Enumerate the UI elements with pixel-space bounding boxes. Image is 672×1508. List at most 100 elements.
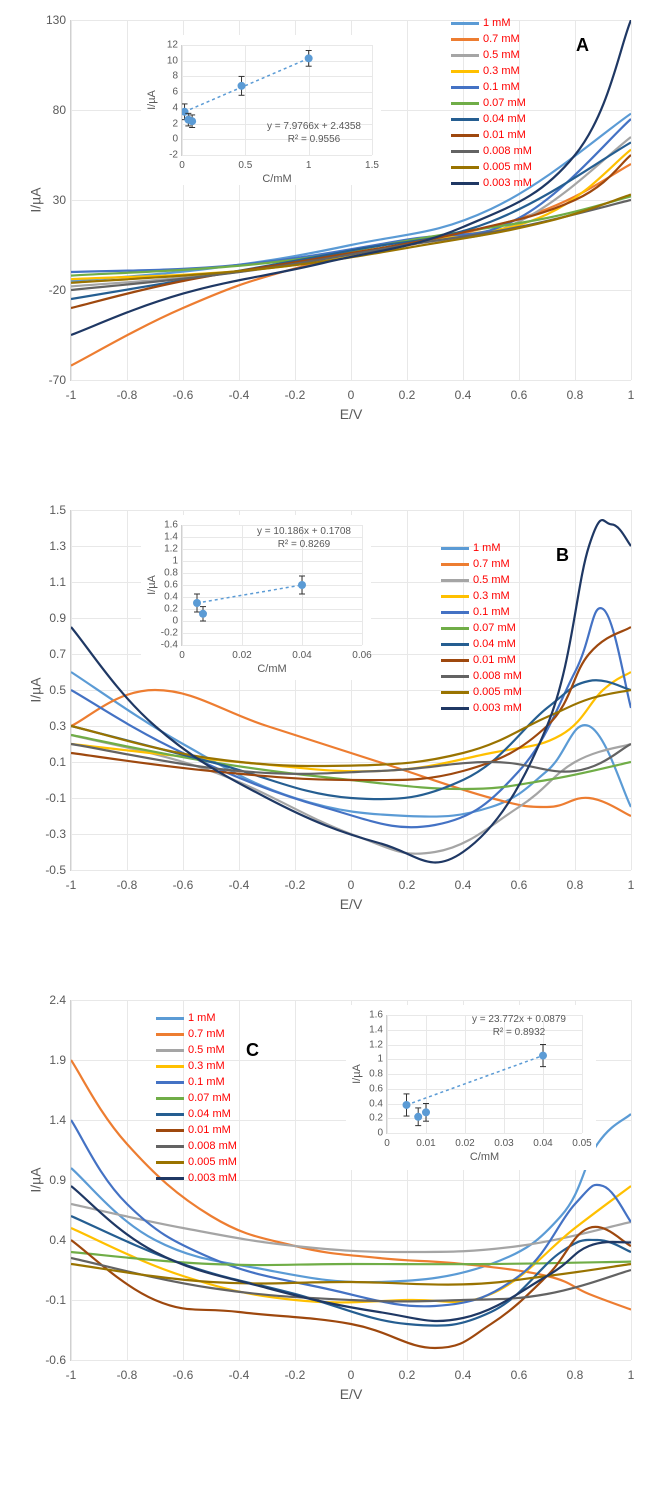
- inset-xlabel: C/mM: [257, 663, 286, 675]
- inset-xtick: 0.06: [352, 650, 371, 661]
- inset-xtick: 0.5: [238, 160, 252, 171]
- inset-ytick: 8: [154, 71, 178, 82]
- inset-ytick: 12: [154, 40, 178, 51]
- xtick: -0.8: [117, 1368, 138, 1382]
- legend-item: 0.01 mM: [451, 127, 532, 143]
- xtick: -0.8: [117, 388, 138, 402]
- inset-ytick: 1.2: [154, 544, 178, 555]
- plot-area: -0.6-0.10.40.91.41.92.4-1-0.8-0.6-0.4-0.…: [70, 1000, 631, 1361]
- xtick: -0.6: [173, 1368, 194, 1382]
- legend: 1 mM0.7 mM0.5 mM0.3 mM0.1 mM0.07 mM0.04 …: [441, 540, 522, 716]
- inset-ytick: 1.6: [154, 520, 178, 531]
- legend-swatch: [441, 563, 469, 566]
- ytick: -0.3: [26, 827, 66, 841]
- xtick: 0.6: [511, 388, 528, 402]
- inset-equation: y = 7.9766x + 2.4358R² = 0.9556: [267, 120, 361, 146]
- legend-swatch: [156, 1097, 184, 1100]
- curve-0.005mM: [71, 1264, 631, 1285]
- inset-xtick: 0.04: [292, 650, 311, 661]
- legend-label: 0.5 mM: [473, 574, 510, 586]
- xtick: 0: [348, 878, 355, 892]
- ytick: 0.9: [26, 611, 66, 625]
- ytick: 1.9: [26, 1053, 66, 1067]
- legend-swatch: [441, 691, 469, 694]
- legend-label: 0.04 mM: [473, 638, 516, 650]
- xtick: 0: [348, 1368, 355, 1382]
- legend-item: 0.005 mM: [156, 1154, 237, 1170]
- xtick: 0.4: [455, 388, 472, 402]
- y-axis-label: I/µA: [28, 187, 44, 212]
- legend-item: 0.5 mM: [441, 572, 522, 588]
- xtick: -0.6: [173, 878, 194, 892]
- ytick: 80: [26, 103, 66, 117]
- xtick: -0.4: [229, 1368, 250, 1382]
- legend-label: 1 mM: [473, 542, 501, 554]
- inset-xtick: 0.01: [416, 1138, 435, 1149]
- inset-ytick: 1.2: [359, 1039, 383, 1050]
- legend-swatch: [451, 86, 479, 89]
- legend-item: 0.008 mM: [451, 143, 532, 159]
- legend-item: 0.7 mM: [156, 1026, 237, 1042]
- legend-label: 0.7 mM: [483, 33, 520, 45]
- legend-label: 0.3 mM: [473, 590, 510, 602]
- legend-swatch: [156, 1081, 184, 1084]
- inset-xtick: 0.02: [455, 1138, 474, 1149]
- legend-label: 0.008 mM: [188, 1140, 237, 1152]
- legend-label: 0.7 mM: [473, 558, 510, 570]
- inset-chart: 00.20.40.60.811.21.41.600.010.020.030.04…: [346, 1005, 596, 1170]
- xtick: -0.8: [117, 878, 138, 892]
- inset-ytick: 1.6: [359, 1010, 383, 1021]
- xtick: -1: [66, 1368, 77, 1382]
- inset-ytick: 0: [154, 134, 178, 145]
- curve-0.04mM: [71, 1216, 631, 1326]
- legend-label: 0.5 mM: [188, 1044, 225, 1056]
- ytick: 0.7: [26, 647, 66, 661]
- legend-label: 0.003 mM: [188, 1172, 237, 1184]
- y-axis-label: I/µA: [28, 1167, 44, 1192]
- x-axis-label: E/V: [340, 896, 363, 912]
- legend-swatch: [156, 1065, 184, 1068]
- legend-swatch: [451, 70, 479, 73]
- legend-item: 0.7 mM: [441, 556, 522, 572]
- inset-xtick: 0.05: [572, 1138, 591, 1149]
- legend-label: 0.005 mM: [483, 161, 532, 173]
- inset-xtick: 1.5: [365, 160, 379, 171]
- legend-item: 0.01 mM: [156, 1122, 237, 1138]
- inset-ylabel: I/µA: [146, 90, 158, 110]
- legend-item: 0.1 mM: [156, 1074, 237, 1090]
- xtick: -0.2: [285, 388, 306, 402]
- ytick: -20: [26, 283, 66, 297]
- inset-xtick: 0.02: [232, 650, 251, 661]
- curve-1mM: [71, 672, 631, 817]
- inset-ytick: 1.4: [359, 1024, 383, 1035]
- xtick: -0.6: [173, 388, 194, 402]
- legend-label: 0.008 mM: [473, 670, 522, 682]
- panel-label: C: [246, 1040, 259, 1061]
- legend-label: 0.005 mM: [473, 686, 522, 698]
- legend-item: 0.07 mM: [156, 1090, 237, 1106]
- legend-label: 0.7 mM: [188, 1028, 225, 1040]
- panel-label: B: [556, 545, 569, 566]
- inset-ytick: 0.6: [359, 1083, 383, 1094]
- inset-xtick: 1: [306, 160, 312, 171]
- legend-swatch: [156, 1033, 184, 1036]
- inset-ytick: -0.4: [154, 640, 178, 651]
- legend-swatch: [156, 1177, 184, 1180]
- inset-ytick: -0.2: [154, 628, 178, 639]
- legend-swatch: [451, 182, 479, 185]
- legend-swatch: [156, 1049, 184, 1052]
- inset-ytick: 10: [154, 55, 178, 66]
- xtick: -0.4: [229, 878, 250, 892]
- legend-item: 0.3 mM: [441, 588, 522, 604]
- inset-ytick: 1.4: [154, 532, 178, 543]
- inset-xtick: 0: [384, 1138, 390, 1149]
- legend: 1 mM0.7 mM0.5 mM0.3 mM0.1 mM0.07 mM0.04 …: [451, 15, 532, 191]
- y-axis-label: I/µA: [28, 677, 44, 702]
- legend-item: 0.1 mM: [441, 604, 522, 620]
- legend-label: 0.01 mM: [473, 654, 516, 666]
- inset-ytick: 0.4: [359, 1098, 383, 1109]
- legend-item: 0.04 mM: [451, 111, 532, 127]
- inset-chart: -0.4-0.200.20.40.60.811.21.41.600.020.04…: [141, 515, 371, 680]
- ytick: -0.1: [26, 791, 66, 805]
- ytick: -0.6: [26, 1353, 66, 1367]
